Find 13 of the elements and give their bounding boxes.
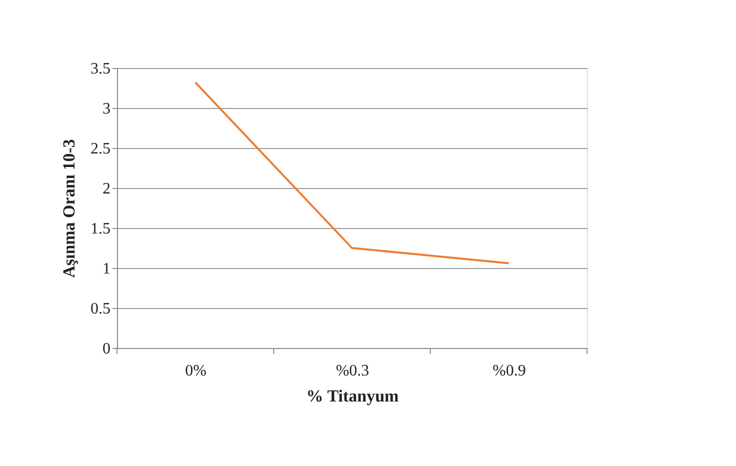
y-tick-label: 3.5	[90, 60, 110, 78]
y-tick-label: 2	[102, 180, 110, 198]
y-tick-label: 1	[102, 260, 110, 278]
x-axis-title: % Titanyum	[306, 386, 399, 406]
x-tick-label: %0.9	[492, 362, 526, 380]
x-tick-label: 0%	[185, 362, 206, 380]
y-tick-label: 3	[102, 100, 110, 118]
y-tick-label: 1.5	[90, 220, 110, 238]
y-tick-label: 0	[102, 340, 110, 358]
y-axis-title: Aşınma Oranı 10-3	[60, 139, 78, 278]
x-tick-label: %0.3	[336, 362, 370, 380]
y-tick-label: 2.5	[90, 140, 110, 158]
y-tick-label: 0.5	[90, 300, 110, 318]
